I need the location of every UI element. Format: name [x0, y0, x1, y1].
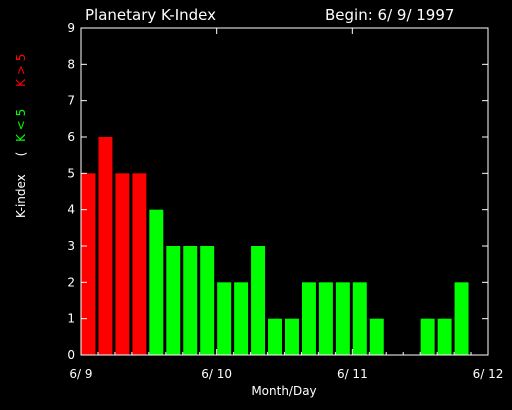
kp-bar [454, 282, 469, 355]
x-tick-label: 6/ 10 [201, 367, 232, 381]
svg-text:K-index ( K <: K-index ( K < 5 K > 5 [14, 54, 28, 218]
y-tick-label: 4 [67, 203, 75, 217]
y-axis-label-main: K-index [14, 174, 28, 218]
y-tick-label: 9 [67, 21, 75, 35]
kp-bar [115, 173, 130, 355]
kp-bar [200, 246, 215, 355]
y-tick-label: 6 [67, 130, 75, 144]
kp-bar [234, 282, 249, 355]
kp-bar [268, 318, 282, 355]
y-axis-label-open-paren: ( [14, 152, 28, 157]
x-tick-label: 6/ 9 [69, 367, 92, 381]
y-tick-label: 2 [67, 275, 75, 289]
y-axis-label-low: K < 5 [14, 109, 28, 142]
y-tick-label: 3 [67, 239, 75, 253]
kp-bar [335, 282, 350, 355]
kp-bar [301, 282, 316, 355]
x-tick-label: 6/ 12 [473, 367, 504, 381]
kp-bar [166, 246, 181, 355]
y-axis-label-high: K > 5 [14, 54, 28, 87]
y-tick-label: 8 [67, 57, 75, 71]
kp-bar [318, 282, 333, 355]
y-tick-label: 7 [67, 94, 75, 108]
x-axis-label: Month/Day [251, 384, 316, 398]
kp-bar [420, 318, 435, 355]
bar-series [81, 137, 469, 355]
chart-title: Planetary K-Index [85, 6, 216, 24]
kp-bar [437, 318, 452, 355]
y-tick-label: 0 [67, 348, 75, 362]
begin-date-label: Begin: 6/ 9/ 1997 [325, 6, 454, 24]
kp-bar [217, 282, 232, 355]
kp-bar [251, 246, 266, 355]
kp-bar [81, 173, 96, 355]
y-axis-label: K-index ( K < 5 K > 5 [14, 54, 28, 218]
kp-bar [369, 318, 384, 355]
kp-bar [285, 318, 299, 355]
kp-bar [98, 137, 113, 355]
y-tick-label: 5 [67, 166, 75, 180]
kp-bar [352, 282, 367, 355]
y-axis-ticks: 0 1 2 3 4 5 6 7 8 9 [67, 21, 488, 362]
kp-bar [183, 246, 198, 355]
x-tick-label: 6/ 11 [337, 367, 368, 381]
x-axis-ticks: 6/ 9 6/ 10 6/ 11 6/ 12 [69, 28, 503, 381]
y-tick-label: 1 [67, 312, 75, 326]
kp-bar [132, 173, 147, 355]
kp-bar [149, 209, 164, 355]
